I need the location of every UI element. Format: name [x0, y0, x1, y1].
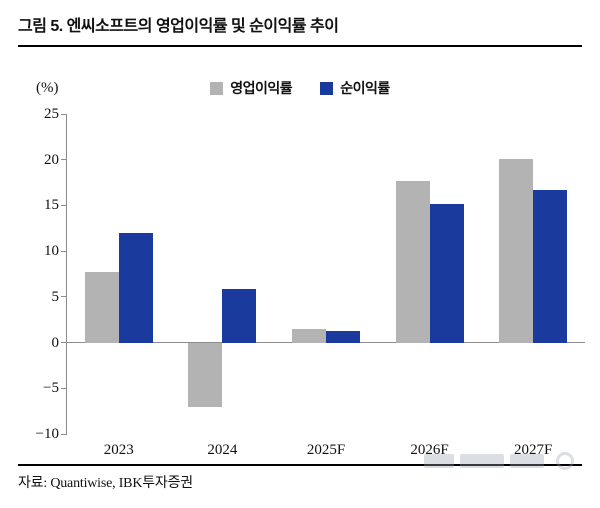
x-axis-label: 2025F	[306, 442, 346, 458]
legend-swatch	[210, 81, 224, 95]
legend-label: 순이익률	[340, 80, 390, 96]
figure-title: 그림 5. 엔씨소프트의 영업이익률 및 순이익률 추이	[18, 12, 582, 47]
press-watermark-logo	[424, 450, 574, 476]
footer-divider	[18, 464, 582, 466]
y-axis-unit-label: (%)	[36, 80, 59, 96]
x-axis-label: 2023	[103, 442, 134, 458]
watermark-shape	[424, 454, 454, 468]
bar-순이익률-2026F	[429, 203, 464, 343]
bar-영업이익률-2023	[84, 272, 119, 343]
y-tick-label: 10	[44, 243, 59, 260]
y-tick-label: −10	[35, 426, 59, 442]
legend-item: 영업이익률	[210, 78, 293, 98]
legend-swatch	[320, 81, 334, 95]
source-note: 자료: Quantiwise, IBK투자증권	[18, 476, 193, 491]
bar-순이익률-2024	[222, 288, 257, 343]
y-tick-label: 5	[51, 288, 60, 305]
legend-label: 영업이익률	[230, 80, 293, 96]
x-axis-label: 2024	[207, 442, 238, 458]
bar-영업이익률-2024	[188, 342, 223, 407]
watermark-shape	[510, 454, 544, 468]
bar-영업이익률-2026F	[395, 180, 430, 343]
zero-baseline	[67, 342, 585, 344]
y-tick-label: 0	[51, 334, 60, 351]
y-tick-mark	[61, 296, 67, 298]
plot-area: 25 20 15 10 5 0 −5 −10 2023 2024 2025F 2026F 2027F	[36, 106, 585, 458]
x-axis-label: 2027F	[514, 442, 553, 458]
bar-순이익률-2023	[118, 232, 153, 343]
bar-영업이익률-2025F	[292, 328, 326, 343]
bar-순이익률-2025F	[326, 330, 360, 343]
watermark-shape	[460, 454, 504, 468]
bar-순이익률-2027F	[533, 189, 568, 343]
y-tick-mark	[61, 204, 67, 206]
y-tick-mark	[61, 433, 67, 435]
x-axis-label: 2026F	[410, 442, 449, 458]
y-tick-mark	[61, 342, 67, 344]
legend-item: 순이익률	[320, 78, 390, 98]
bar-영업이익률-2027F	[499, 158, 534, 343]
y-tick-mark	[61, 113, 67, 115]
y-tick-label: −5	[43, 380, 59, 397]
y-tick-mark	[61, 387, 67, 389]
y-tick-mark	[61, 250, 67, 252]
y-tick-mark	[61, 159, 67, 161]
y-tick-label: 20	[44, 151, 59, 168]
y-tick-label: 15	[44, 197, 59, 214]
y-tick-label: 25	[44, 106, 59, 122]
legend: 영업이익률 순이익률	[0, 78, 600, 98]
watermark-circle-icon	[556, 452, 574, 470]
